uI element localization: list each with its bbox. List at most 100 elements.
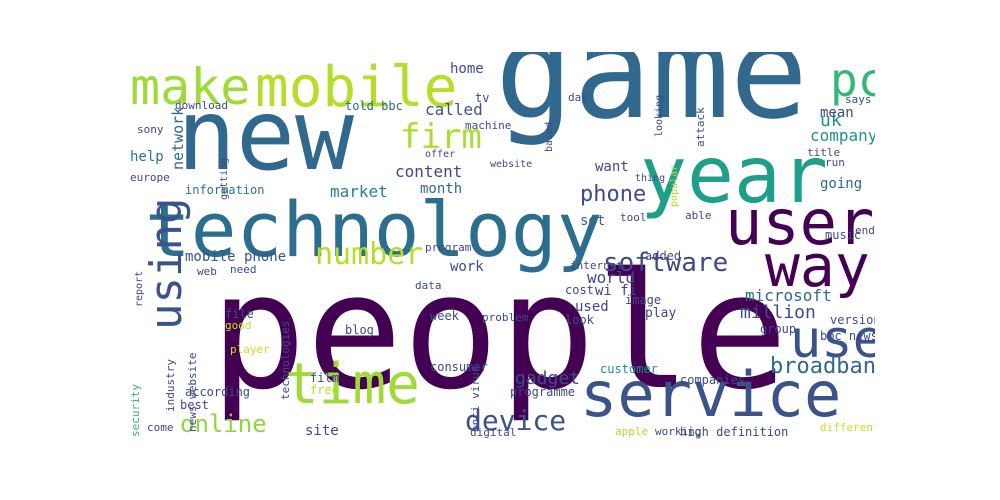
- word: phone: [580, 182, 647, 207]
- word: europe: [130, 171, 170, 184]
- word: mobile phone: [185, 249, 287, 265]
- word: problem: [482, 311, 529, 324]
- word: technology: [145, 185, 603, 274]
- word: online: [180, 410, 267, 438]
- word: internet: [570, 259, 623, 272]
- word: news website: [186, 352, 199, 432]
- word: film: [310, 371, 339, 385]
- word: wi fi: [595, 283, 638, 299]
- word: using: [141, 197, 192, 330]
- word: going: [820, 176, 863, 192]
- word: user: [725, 186, 875, 259]
- word: mobile: [255, 55, 458, 120]
- word: offer: [425, 149, 456, 160]
- word: used: [575, 299, 609, 315]
- word: security: [129, 384, 142, 437]
- word: technologies: [279, 320, 292, 400]
- word: title: [807, 146, 841, 159]
- word: data: [415, 279, 442, 292]
- word: new: [177, 79, 355, 193]
- word: cost: [565, 283, 594, 297]
- word: able: [685, 209, 712, 222]
- word: network: [169, 106, 187, 170]
- word: different: [820, 421, 875, 434]
- word: popular: [669, 164, 680, 207]
- word: free: [310, 383, 339, 397]
- word: look: [565, 313, 594, 327]
- word: web: [197, 265, 217, 278]
- word: come: [147, 421, 174, 434]
- word: work: [450, 259, 484, 275]
- word: player: [230, 343, 270, 356]
- word: told bbc: [345, 99, 403, 113]
- word: best: [180, 398, 209, 412]
- word: added: [645, 249, 682, 263]
- word: market: [330, 182, 388, 201]
- word: world: [587, 268, 636, 287]
- word: need: [230, 263, 257, 276]
- word: based: [544, 121, 555, 152]
- word: set: [580, 213, 606, 229]
- word: programme: [510, 385, 576, 399]
- word: called: [425, 100, 483, 119]
- word: sony: [137, 123, 164, 136]
- word: microsoft: [745, 286, 832, 305]
- word: customer: [600, 362, 658, 376]
- word: run: [825, 156, 845, 169]
- word: mean: [820, 105, 854, 121]
- word: gadget: [515, 368, 581, 389]
- word: million: [740, 302, 816, 323]
- word: group: [760, 322, 797, 336]
- word: year: [640, 131, 828, 221]
- word: blog: [345, 323, 374, 337]
- word: end: [855, 224, 875, 237]
- word: home: [450, 61, 484, 77]
- word: machine: [465, 119, 512, 132]
- word: file: [225, 307, 254, 321]
- word: report: [134, 270, 145, 307]
- word: company: [810, 126, 875, 145]
- word: image: [625, 293, 662, 307]
- word: use: [790, 310, 875, 370]
- word: bbc news: [820, 329, 875, 343]
- word: game: [495, 52, 809, 148]
- word: pc: [830, 53, 875, 107]
- word: way: [765, 232, 870, 300]
- word: industry: [164, 359, 177, 412]
- word: attack: [694, 107, 707, 147]
- word: service: [580, 358, 842, 431]
- word: looking: [654, 94, 665, 137]
- word: number: [315, 237, 424, 272]
- word: says: [845, 93, 872, 106]
- word: according: [185, 385, 251, 399]
- word: firm: [400, 117, 482, 157]
- word-cloud: people game new technology year service time us…: [125, 52, 875, 448]
- word: getting: [219, 157, 230, 200]
- word: anti virus: [469, 365, 482, 432]
- word: working: [655, 425, 702, 438]
- word: apple: [615, 425, 649, 438]
- word: consumer: [430, 360, 488, 374]
- word: tool: [620, 211, 647, 224]
- word: want: [595, 159, 629, 175]
- word: digital: [470, 426, 517, 439]
- word: companies: [680, 373, 746, 387]
- word: week: [430, 309, 459, 323]
- word: play: [645, 306, 677, 321]
- word: device: [465, 404, 567, 437]
- word: software: [603, 248, 729, 278]
- word: day: [568, 91, 588, 104]
- word: month: [420, 181, 463, 197]
- word: tv: [475, 91, 490, 105]
- word: good: [225, 319, 252, 332]
- word: version: [830, 313, 875, 327]
- word: people: [210, 238, 788, 425]
- word: uk: [820, 110, 842, 131]
- word: website: [490, 159, 533, 170]
- word: help: [130, 149, 164, 165]
- word: information: [185, 183, 265, 197]
- word: thing: [635, 173, 666, 184]
- word: program: [425, 241, 472, 254]
- word: time: [285, 352, 420, 417]
- word: content: [395, 162, 463, 181]
